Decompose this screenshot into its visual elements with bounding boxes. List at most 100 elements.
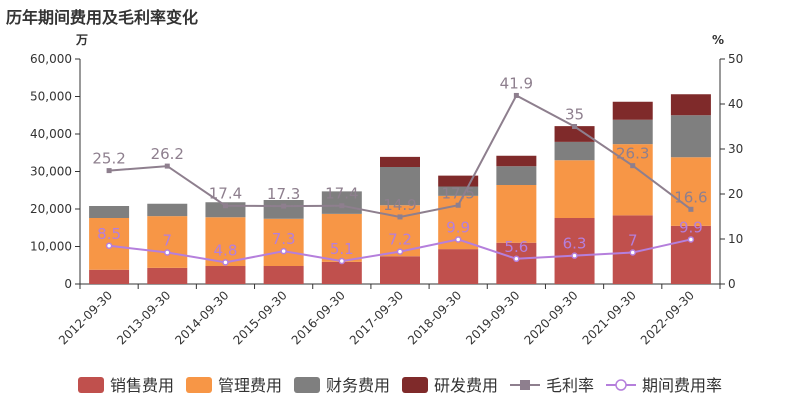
data-label: 6.3 — [563, 235, 587, 253]
line-point — [222, 203, 228, 209]
right-axis-unit: % — [712, 33, 724, 47]
bar-segment — [147, 216, 188, 268]
data-label: 5.1 — [330, 240, 354, 258]
bar-segment — [263, 266, 304, 284]
legend-label: 财务费用 — [326, 376, 390, 395]
line-point — [630, 163, 636, 169]
left-axis-unit: 万 — [75, 33, 88, 47]
bar-segment — [147, 267, 188, 284]
data-label: 17.4 — [325, 185, 358, 203]
bar-segment — [496, 155, 537, 167]
bar-segment — [89, 206, 130, 218]
line-point — [396, 248, 404, 255]
data-label: 14.9 — [383, 196, 416, 214]
left-tick-label: 60,000 — [30, 52, 72, 66]
right-tick-label: 30 — [728, 142, 743, 156]
data-label: 25.2 — [92, 150, 125, 168]
bar-segment — [670, 94, 711, 116]
x-tick-label: 2019-09-30 — [463, 288, 522, 347]
line-point — [164, 163, 170, 169]
bar-segment — [205, 266, 246, 284]
bar-segment — [438, 175, 479, 187]
legend-item[interactable]: 财务费用 — [294, 376, 390, 395]
x-tick-label: 2013-09-30 — [114, 288, 173, 347]
data-label: 5.6 — [504, 238, 528, 256]
bar-segment — [612, 101, 653, 120]
data-label: 35 — [565, 106, 584, 124]
legend-item[interactable]: 毛利率 — [510, 376, 594, 395]
data-label: 7 — [162, 232, 172, 250]
line-point — [571, 252, 578, 259]
data-label: 26.2 — [151, 145, 184, 163]
line-point — [397, 214, 403, 220]
x-tick-label: 2015-09-30 — [231, 288, 290, 347]
data-label: 8.5 — [97, 225, 121, 243]
legend-label: 研发费用 — [434, 376, 498, 395]
bar-segment — [554, 126, 595, 142]
x-tick-label: 2014-09-30 — [172, 288, 231, 347]
legend-item[interactable]: 管理费用 — [186, 376, 282, 395]
lines: 25.2 26.2 17.4 17.3 17.4 14.9 17.5 41.9 35 26.3 16… — [92, 74, 708, 266]
bar-segment — [496, 185, 537, 243]
legend-item[interactable]: 销售费用 — [78, 376, 174, 395]
x-tick-label: 2016-09-30 — [289, 288, 348, 347]
line-point — [454, 236, 462, 243]
bar-segment — [380, 156, 420, 167]
legend-label: 销售费用 — [110, 376, 174, 395]
left-tick-label: 50,000 — [30, 90, 72, 104]
line-point — [513, 92, 519, 98]
bar-segment — [89, 269, 130, 284]
legend-marker — [520, 380, 530, 390]
bar-segment — [612, 119, 653, 145]
line-point — [222, 259, 229, 266]
left-tick-label: 20,000 — [30, 202, 72, 216]
bar-segment — [263, 218, 304, 266]
bar-segment — [554, 218, 595, 284]
bar-segment — [147, 203, 188, 217]
bar-segment — [380, 256, 420, 284]
right-tick-label: 10 — [728, 232, 743, 246]
line-point — [105, 242, 113, 249]
x-tick-label: 2021-09-30 — [580, 288, 639, 347]
legend-label: 管理费用 — [218, 376, 282, 395]
data-label: 7 — [628, 232, 638, 250]
legend-swatch — [294, 377, 320, 393]
x-tick-label: 2020-09-30 — [521, 288, 580, 347]
line-point — [280, 247, 287, 255]
bar-segment — [263, 200, 304, 219]
data-label: 7.3 — [272, 230, 296, 248]
left-tick-label: 40,000 — [30, 127, 72, 141]
data-label: 17.5 — [441, 184, 474, 202]
line-point — [106, 168, 112, 174]
left-tick-label: 10,000 — [30, 240, 72, 254]
legend-item[interactable]: 期间费用率 — [606, 376, 722, 395]
line-point — [281, 203, 287, 209]
left-tick-label: 0 — [64, 277, 72, 291]
data-label: 9.9 — [679, 218, 703, 236]
chart-title: 历年期间费用及毛利率变化 — [6, 8, 199, 27]
line-point — [688, 206, 694, 212]
data-label: 7.2 — [388, 231, 412, 249]
data-label: 41.9 — [500, 74, 533, 92]
line-point — [687, 236, 695, 243]
bar-segment — [205, 217, 246, 266]
bar-segment — [670, 225, 711, 284]
legend-item[interactable]: 研发费用 — [402, 376, 498, 395]
bar-segment — [554, 160, 595, 218]
line-point — [339, 203, 345, 209]
data-label: 26.3 — [616, 145, 649, 163]
legend-label: 期间费用率 — [642, 376, 722, 395]
data-label: 9.9 — [446, 218, 470, 236]
line-point — [164, 249, 171, 256]
right-tick-label: 40 — [728, 97, 743, 111]
bar-segment — [554, 141, 595, 161]
legend[interactable]: 销售费用 管理费用 财务费用 研发费用 毛利率 期间费用率 — [78, 376, 722, 395]
bar-segment — [496, 166, 537, 185]
bar-segment — [496, 242, 537, 284]
x-tick-label: 2022-09-30 — [638, 288, 697, 347]
data-label: 4.8 — [214, 241, 238, 259]
bar-segment — [670, 157, 711, 226]
line-point — [455, 202, 461, 208]
x-tick-label: 2012-09-30 — [56, 288, 115, 347]
